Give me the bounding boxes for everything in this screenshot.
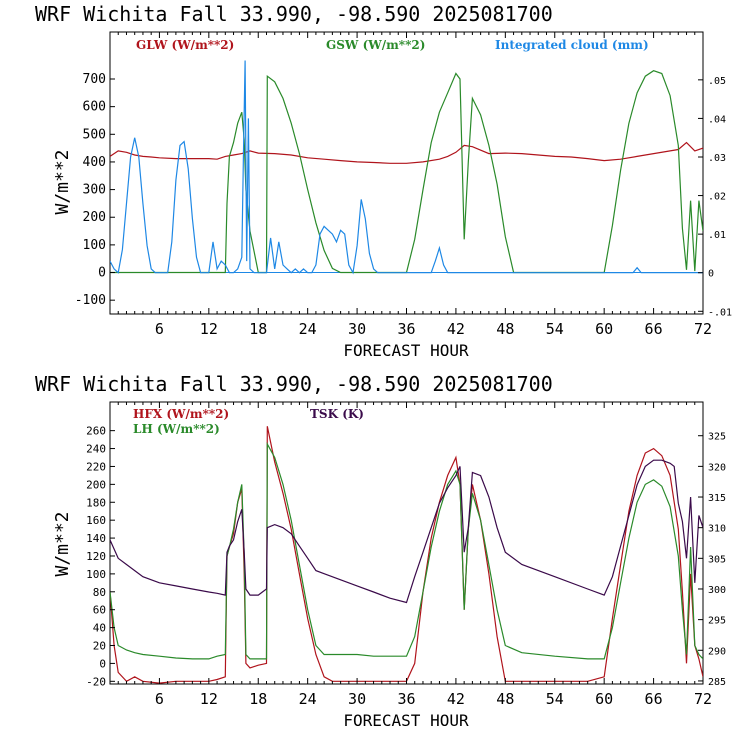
y2-tick-label: 290 [708, 646, 726, 657]
y2-tick-label: .05 [708, 76, 726, 87]
y2-axis-ticks-bottom: 285 290 295 300 305 310 315 320 325 [698, 432, 726, 688]
y-tick-label: 200 [86, 478, 106, 491]
y-tick-label: 160 [86, 514, 106, 527]
y2-tick-label: 320 [708, 462, 726, 473]
legend-gsw: GSW (W/m**2) [326, 38, 425, 52]
x-tick-label: 54 [546, 690, 564, 708]
x-tick-label: 60 [595, 320, 613, 338]
x-axis-label-top: FORECAST HOUR [343, 341, 469, 360]
y-tick-label: 240 [86, 443, 106, 456]
x-axis-ticks-top: 6 12 18 24 30 36 42 48 54 60 66 72 [117, 32, 712, 338]
y-tick-label: 60 [93, 604, 106, 617]
y-axis-label-bottom: W/m**2 [52, 511, 73, 576]
y-tick-label: 500 [83, 127, 106, 142]
y2-tick-label: .02 [708, 192, 726, 203]
y-tick-label: 100 [83, 238, 106, 253]
chart-title-bottom: WRF Wichita Fall 33.990, -98.590 2025081… [35, 372, 553, 396]
y-tick-label: 180 [86, 496, 106, 509]
legend-glw: GLW (W/m**2) [136, 38, 234, 52]
y-tick-label: 0 [99, 657, 106, 670]
y-tick-label: 260 [86, 425, 106, 438]
y2-tick-label: .01 [708, 230, 726, 241]
x-tick-label: 6 [155, 320, 164, 338]
x-tick-label: 24 [299, 320, 317, 338]
y2-tick-label: 310 [708, 524, 726, 535]
x-tick-label: 36 [397, 320, 415, 338]
y2-tick-label: 285 [708, 677, 726, 688]
plot-frame-bottom [109, 401, 704, 685]
top-panel: WRF Wichita Fall 33.990, -98.590 2025081… [35, 2, 732, 360]
series-line-gsw [110, 70, 703, 274]
x-tick-label: 30 [348, 320, 366, 338]
x-tick-label: 54 [546, 320, 564, 338]
y-tick-label: 40 [93, 622, 106, 635]
y-axis-ticks-bottom: -20 0 20 40 60 80 100 120 140 160 180 200 220 240 260 [86, 425, 115, 688]
y2-axis-ticks-top: -.01 0 .01 .02 .03 .04 .05 [698, 76, 732, 318]
series-line-lh [110, 441, 703, 660]
y2-tick-label: 300 [708, 585, 726, 596]
y-axis-ticks-top: -100 0 100 200 300 400 500 600 700 [75, 72, 115, 308]
series-line-integrated [110, 60, 703, 275]
x-tick-label: 36 [397, 690, 415, 708]
y-tick-label: 120 [86, 550, 106, 563]
x-tick-label: 66 [645, 320, 663, 338]
y-tick-label: 700 [83, 72, 106, 87]
y2-tick-label: 325 [708, 432, 726, 443]
y-tick-label: 600 [83, 100, 106, 115]
series-group-bottom [110, 426, 703, 684]
chart-title-top: WRF Wichita Fall 33.990, -98.590 2025081… [35, 2, 553, 26]
y2-tick-label: -.01 [708, 307, 732, 318]
y-tick-label: 0 [98, 266, 106, 281]
x-tick-label: 24 [299, 690, 317, 708]
legend-lh: LH (W/m**2) [133, 422, 220, 436]
legend-hfx: HFX (W/m**2) [133, 407, 229, 421]
y-tick-label: 300 [83, 183, 106, 198]
x-tick-label: 18 [249, 690, 267, 708]
y2-tick-label: 0 [708, 269, 714, 280]
y-tick-label: 80 [93, 586, 106, 599]
x-tick-label: 42 [447, 690, 465, 708]
y-axis-label-top: W/m**2 [52, 149, 73, 214]
bottom-panel: WRF Wichita Fall 33.990, -98.590 2025081… [35, 372, 726, 730]
x-tick-label: 48 [496, 320, 514, 338]
y2-tick-label: 295 [708, 616, 726, 627]
x-tick-label: 30 [348, 690, 366, 708]
x-tick-label: 18 [249, 320, 267, 338]
y-tick-label: 200 [83, 210, 106, 225]
y2-tick-label: 315 [708, 493, 726, 504]
y-tick-label: 220 [86, 460, 106, 473]
y-tick-label: 140 [86, 532, 106, 545]
series-group-top [110, 60, 703, 275]
x-tick-label: 72 [694, 690, 712, 708]
y-tick-label: 20 [93, 640, 106, 653]
y-tick-label: -20 [86, 675, 106, 688]
y2-tick-label: .04 [708, 114, 726, 125]
x-tick-label: 12 [200, 320, 218, 338]
x-tick-label: 66 [645, 690, 663, 708]
y-tick-label: 400 [83, 155, 106, 170]
legend-cloud: Integrated cloud (mm) [495, 38, 649, 52]
x-tick-label: 60 [595, 690, 613, 708]
x-axis-label-bottom: FORECAST HOUR [343, 711, 469, 730]
x-tick-label: 42 [447, 320, 465, 338]
legend-tsk: TSK (K) [310, 407, 364, 421]
y2-tick-label: .03 [708, 153, 726, 164]
x-tick-label: 6 [155, 690, 164, 708]
series-line-hfx [110, 426, 703, 684]
x-tick-label: 72 [694, 320, 712, 338]
y-tick-label: 100 [86, 568, 106, 581]
x-tick-label: 48 [496, 690, 514, 708]
x-axis-ticks-bottom: 6 12 18 24 30 36 42 48 54 60 66 72 [117, 402, 712, 708]
series-line-tsk [110, 459, 703, 604]
y2-tick-label: 305 [708, 554, 726, 565]
series-line-glw [110, 141, 703, 164]
x-tick-label: 12 [200, 690, 218, 708]
y-tick-label: -100 [75, 293, 106, 308]
